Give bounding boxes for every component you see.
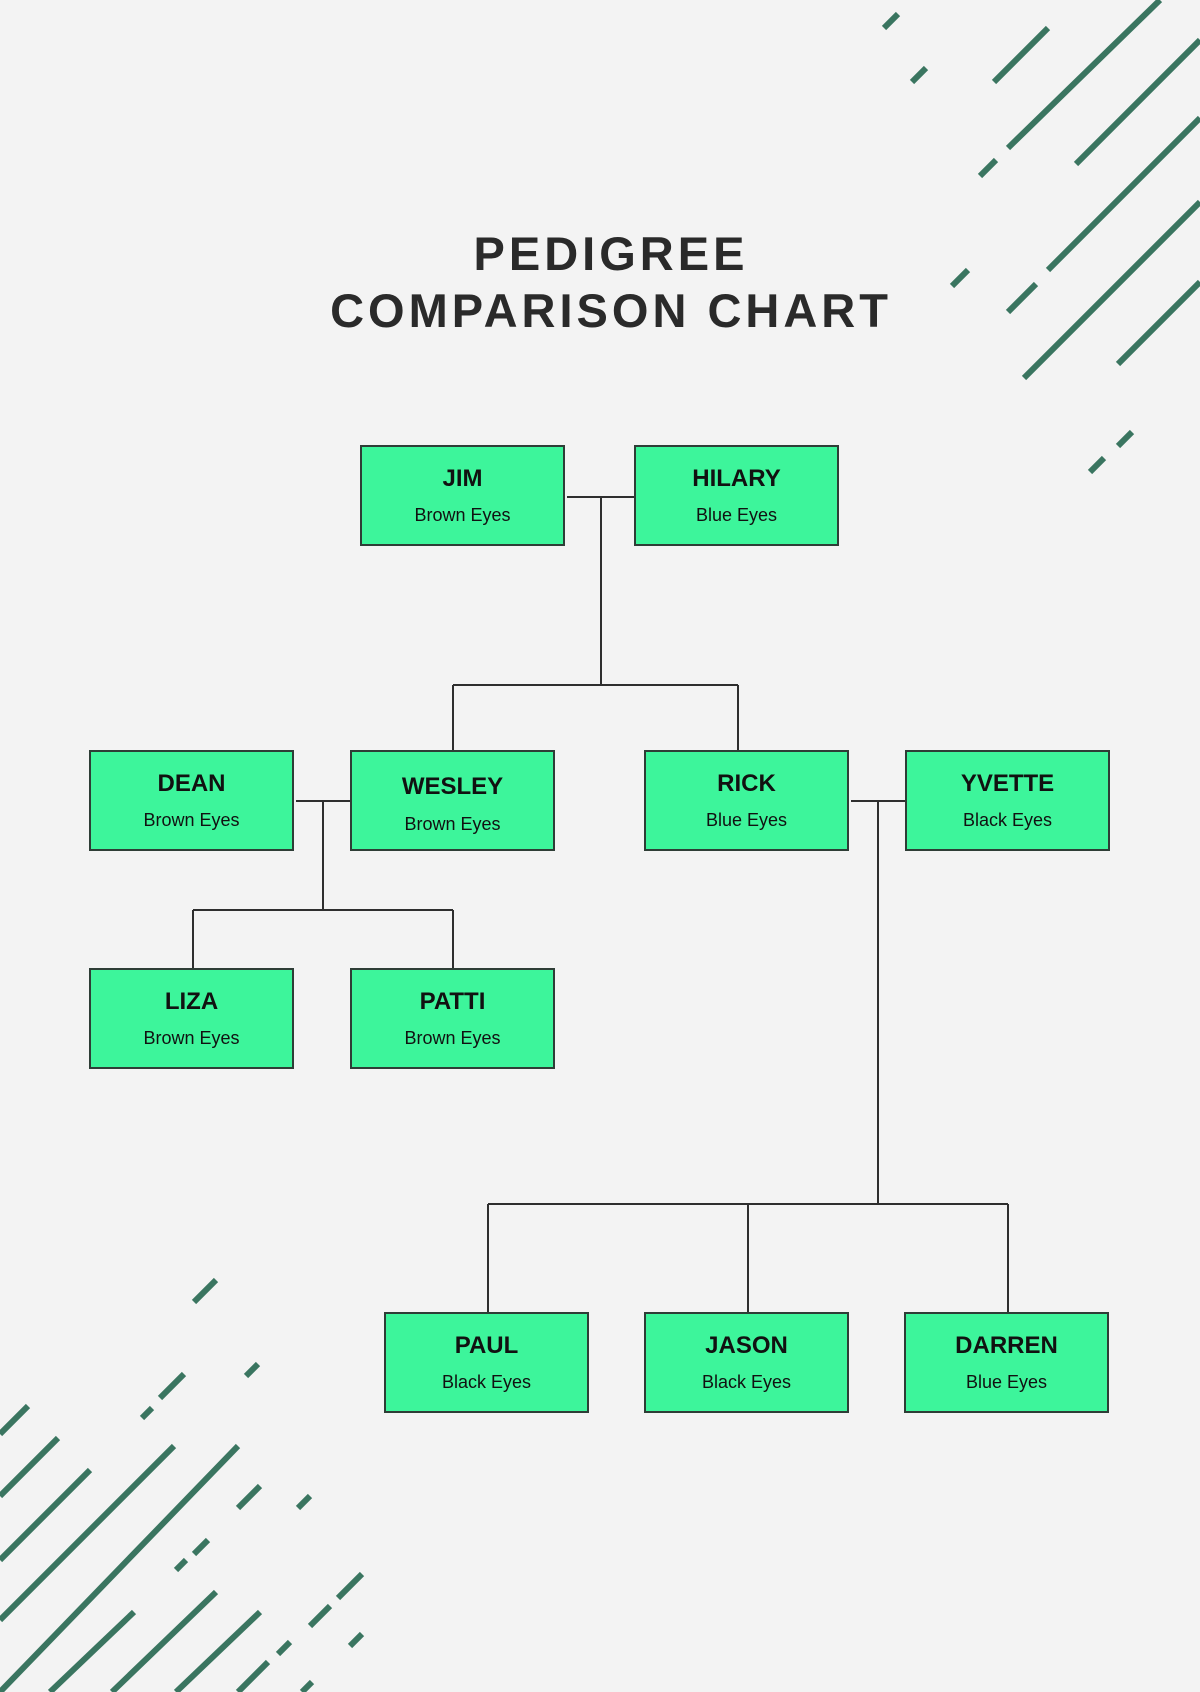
person-name: DARREN [955,1332,1058,1359]
person-name: RICK [717,770,776,797]
person-trait: Brown Eyes [143,1028,240,1048]
person-name: JIM [442,465,483,492]
person-yvette: YVETTE Black Eyes [905,750,1110,851]
person-wesley: WESLEY Brown Eyes [350,750,555,851]
person-trait: Blue Eyes [695,505,778,525]
person-trait: Brown Eyes [404,1028,501,1048]
person-paul: PAUL Black Eyes [384,1312,589,1413]
person-liza: LIZA Brown Eyes [89,968,294,1069]
person-trait: Black Eyes [962,810,1053,830]
person-hilary: HILARY Blue Eyes [634,445,839,546]
person-name: LIZA [164,988,219,1015]
chart-title-line-1: PEDIGREE [473,227,749,280]
person-name: PATTI [419,988,486,1015]
person-name: DEAN [157,770,226,797]
person-trait: Blue Eyes [965,1372,1048,1392]
chart-title-line-2: COMPARISON CHART [330,284,892,337]
person-name: JASON [705,1332,788,1359]
person-trait: Brown Eyes [414,505,511,525]
person-jim: JIM Brown Eyes [360,445,565,546]
person-darren: DARREN Blue Eyes [904,1312,1109,1413]
person-jason: JASON Black Eyes [644,1312,849,1413]
person-trait: Brown Eyes [404,814,501,834]
person-trait: Blue Eyes [705,810,788,830]
person-name: YVETTE [960,770,1055,797]
person-rick: RICK Blue Eyes [644,750,849,851]
person-name: WESLEY [401,773,504,800]
person-trait: Brown Eyes [143,810,240,830]
person-trait: Black Eyes [441,1372,532,1392]
person-name: HILARY [692,465,781,492]
person-trait: Black Eyes [701,1372,792,1392]
person-dean: DEAN Brown Eyes [89,750,294,851]
person-name: PAUL [454,1332,519,1359]
person-patti: PATTI Brown Eyes [350,968,555,1069]
